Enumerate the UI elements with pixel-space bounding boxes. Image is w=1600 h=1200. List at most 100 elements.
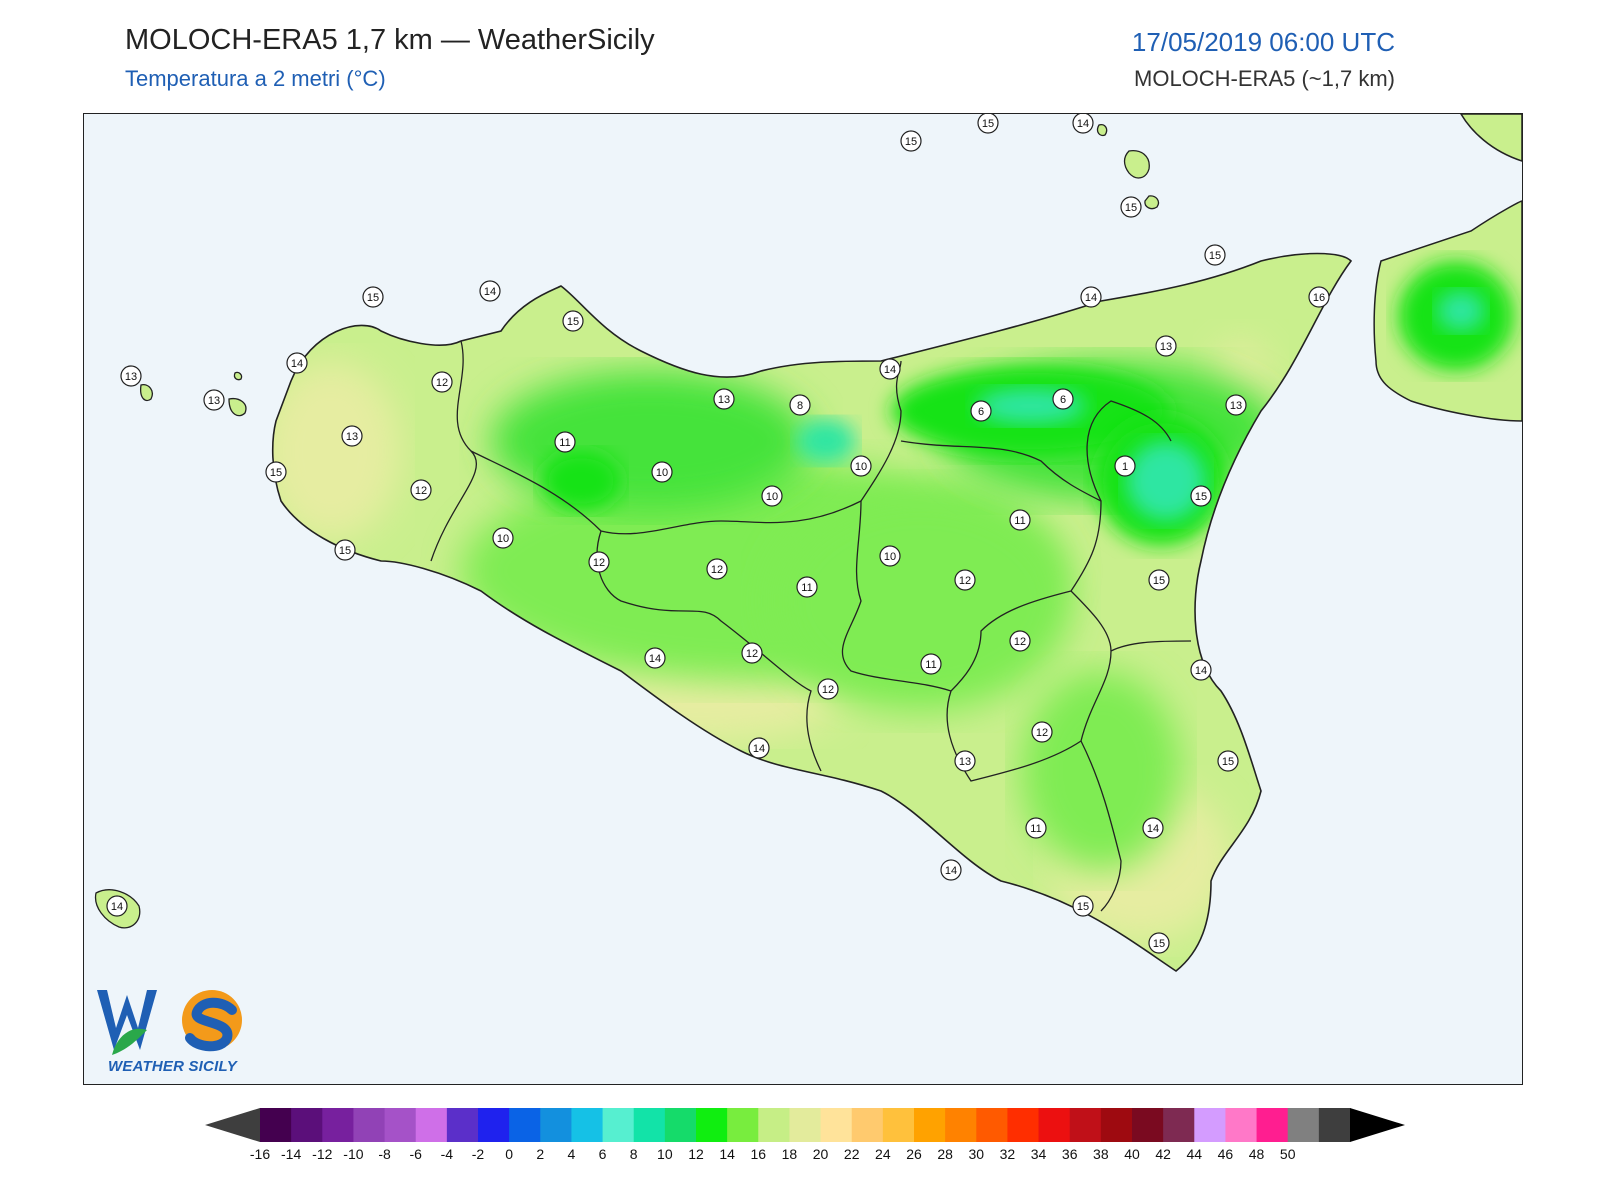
station-value: 13 (959, 756, 971, 768)
station-value: 14 (291, 358, 303, 370)
colorbar-tick-label: 16 (750, 1146, 767, 1162)
station-value: 15 (1195, 491, 1207, 503)
colorbar-tick-label: 42 (1155, 1146, 1171, 1162)
station-marker: 8 (789, 394, 811, 416)
station-value: 15 (1153, 938, 1165, 950)
station-marker: 12 (954, 569, 976, 591)
station-value: 11 (559, 437, 570, 449)
colorbar-tick-label: 22 (843, 1146, 860, 1162)
colorbar-swatch (820, 1108, 853, 1142)
station-marker: 15 (977, 114, 999, 134)
colorbar-swatch (727, 1108, 759, 1142)
station-marker: 11 (1025, 817, 1047, 839)
station-marker: 14 (1080, 286, 1102, 308)
station-marker: 11 (796, 576, 818, 598)
station-value: 10 (656, 467, 668, 479)
colorbar-tick-label: 44 (1186, 1146, 1203, 1162)
colorbar-swatch (478, 1108, 510, 1142)
map-subtitle: Temperatura a 2 metri (°C) (125, 66, 386, 91)
station-value: 14 (1195, 665, 1207, 677)
colorbar-swatch (384, 1108, 417, 1142)
colorbar-tick-label: 36 (1061, 1146, 1078, 1162)
station-value: 14 (884, 364, 896, 376)
station-marker: 11 (920, 653, 942, 675)
colorbar-swatch (602, 1108, 635, 1142)
station-value: 6 (1060, 394, 1066, 406)
temperature-colorbar (205, 1108, 1405, 1142)
colorbar-tick-label: 4 (567, 1146, 576, 1162)
station-marker: 12 (410, 479, 432, 501)
colorbar-swatch (540, 1108, 572, 1142)
colorbar-tick-label: 28 (937, 1146, 953, 1162)
colorbar-tick-label: 34 (1030, 1146, 1047, 1162)
station-marker: 14 (1190, 659, 1212, 681)
station-value: 15 (1209, 250, 1221, 262)
colorbar-swatch (1038, 1108, 1071, 1142)
colorbar-swatch (353, 1108, 386, 1142)
station-value: 13 (1160, 341, 1172, 353)
station-marker: 12 (741, 642, 763, 664)
station-value: 12 (593, 557, 605, 569)
station-value: 12 (415, 485, 427, 497)
colorbar-tick-label: -2 (471, 1146, 485, 1162)
station-value: 13 (208, 395, 220, 407)
colorbar-tick-label: -12 (312, 1146, 333, 1162)
station-value: 10 (855, 461, 867, 473)
station-marker: 12 (1031, 721, 1053, 743)
station-marker: 14 (879, 358, 901, 380)
station-value: 12 (1036, 727, 1048, 739)
station-value: 6 (978, 406, 984, 418)
colorbar-tick-label: 26 (906, 1146, 922, 1162)
colorbar-swatch (664, 1108, 697, 1142)
station-marker: 14 (106, 895, 128, 917)
colorbar-swatch (446, 1108, 479, 1142)
colorbar-swatch (260, 1108, 292, 1142)
colorbar-tick-label: 30 (968, 1146, 985, 1162)
station-marker: 15 (1217, 750, 1239, 772)
station-marker: 15 (1072, 895, 1094, 917)
station-marker: 12 (817, 678, 839, 700)
station-marker: 15 (1148, 932, 1170, 954)
station-marker: 15 (265, 461, 287, 483)
colorbar-swatch (1069, 1108, 1102, 1142)
colorbar-tick-label: 8 (629, 1146, 638, 1162)
station-value: 12 (711, 564, 723, 576)
station-marker: 14 (286, 352, 308, 374)
station-value: 8 (797, 400, 803, 412)
station-marker: 14 (1072, 114, 1094, 134)
station-marker: 6 (1052, 388, 1074, 410)
station-value: 11 (1030, 823, 1041, 835)
station-marker: 10 (879, 545, 901, 567)
station-marker: 14 (644, 647, 666, 669)
station-value: 11 (925, 659, 936, 671)
weathersicily-logo (97, 990, 242, 1055)
colorbar-swatch (1100, 1108, 1133, 1142)
station-value: 15 (367, 292, 379, 304)
colorbar-tick-label: 50 (1279, 1146, 1296, 1162)
colorbar-tick-label: 46 (1217, 1146, 1234, 1162)
colorbar-swatch (789, 1108, 822, 1142)
station-value: 14 (1077, 118, 1089, 130)
colorbar-swatch (914, 1108, 946, 1142)
station-marker: 15 (900, 130, 922, 152)
colorbar-tick-label: -16 (249, 1146, 271, 1162)
colorbar-swatch (291, 1108, 323, 1142)
colorbar-tick-label: 2 (536, 1146, 545, 1162)
station-value: 15 (270, 467, 282, 479)
station-value: 15 (905, 136, 917, 148)
colorbar-swatch (1225, 1108, 1258, 1142)
station-value: 12 (822, 684, 834, 696)
station-marker: 15 (1148, 569, 1170, 591)
station-value: 14 (484, 286, 496, 298)
colorbar-swatch (1287, 1108, 1320, 1142)
colorbar-tick-label: 18 (781, 1146, 798, 1162)
station-marker: 15 (1190, 485, 1212, 507)
colorbar-swatch (1256, 1108, 1289, 1142)
station-value: 15 (1222, 756, 1234, 768)
station-value: 10 (884, 551, 896, 563)
station-marker: 10 (850, 455, 872, 477)
station-value: 12 (436, 377, 448, 389)
station-value: 15 (1153, 575, 1165, 587)
station-marker: 13 (1155, 335, 1177, 357)
